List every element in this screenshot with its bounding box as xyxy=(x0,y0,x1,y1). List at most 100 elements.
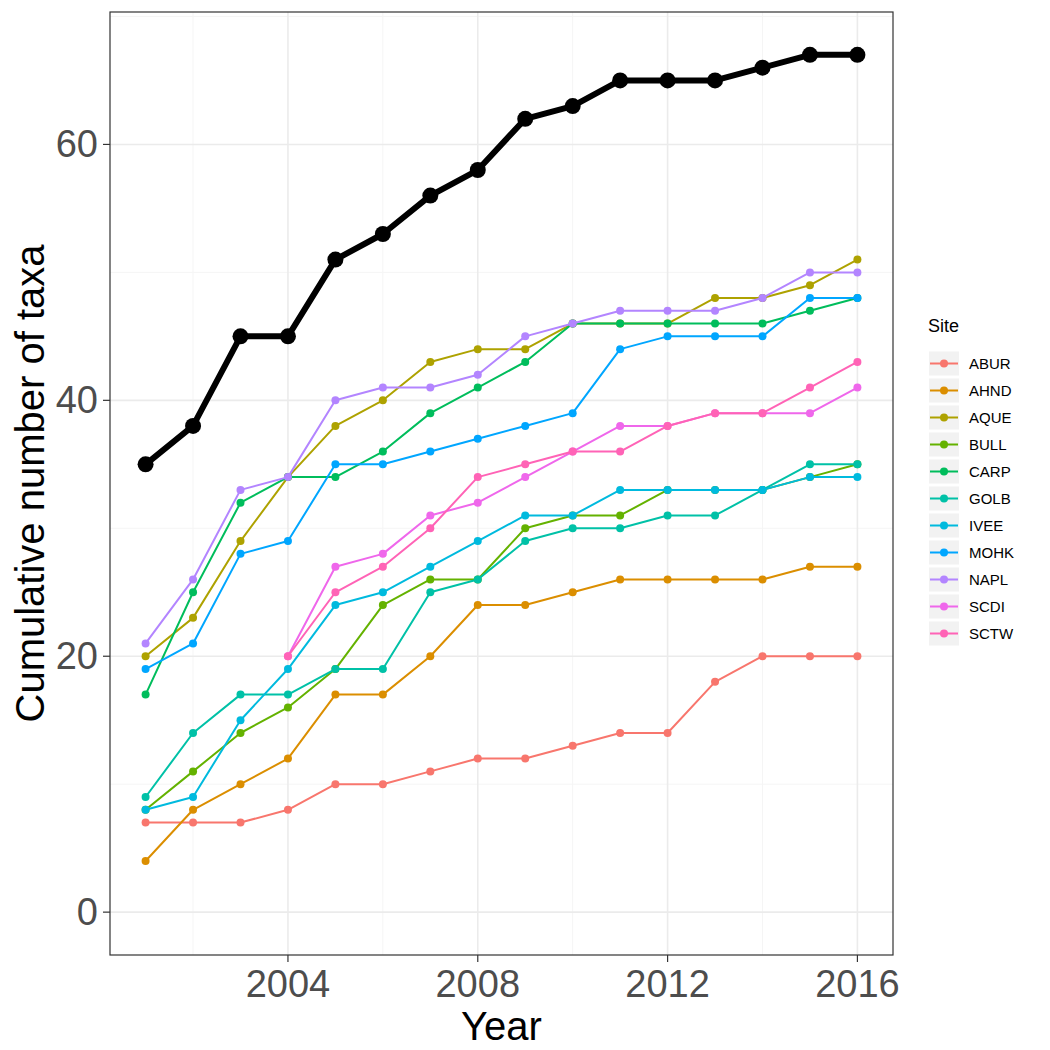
point xyxy=(853,294,861,302)
point xyxy=(711,409,719,417)
series-line xyxy=(288,362,857,656)
point xyxy=(853,460,861,468)
legend-key-point xyxy=(940,576,948,584)
point xyxy=(474,435,482,443)
tick-label: 2012 xyxy=(625,963,710,1005)
point xyxy=(237,691,245,699)
point xyxy=(517,111,533,127)
legend-label: GOLB xyxy=(969,490,1011,507)
point xyxy=(379,691,387,699)
point xyxy=(612,72,628,88)
point xyxy=(521,511,529,519)
point xyxy=(331,563,339,571)
series xyxy=(284,384,861,661)
point xyxy=(521,422,529,430)
legend-key-point xyxy=(940,468,948,476)
point xyxy=(426,358,434,366)
tick-label: 2016 xyxy=(815,963,900,1005)
point xyxy=(853,652,861,660)
legend-label: AQUE xyxy=(969,409,1012,426)
point xyxy=(711,486,719,494)
point xyxy=(189,806,197,814)
point xyxy=(142,639,150,647)
tick-label: 2004 xyxy=(246,963,331,1005)
point xyxy=(616,422,624,430)
legend-key-point xyxy=(940,360,948,368)
legend-label: BULL xyxy=(969,436,1007,453)
legend-label: CARP xyxy=(969,463,1011,480)
point xyxy=(426,448,434,456)
point xyxy=(806,473,814,481)
legend-key-bg xyxy=(929,352,959,376)
legend-label: MOHK xyxy=(969,544,1014,561)
point xyxy=(664,332,672,340)
series xyxy=(142,256,862,661)
legend-key-point xyxy=(940,603,948,611)
tick xyxy=(287,955,288,962)
point xyxy=(521,601,529,609)
grid-line xyxy=(857,12,859,955)
point xyxy=(331,691,339,699)
legend-key-point xyxy=(940,549,948,557)
point xyxy=(853,460,861,468)
point xyxy=(849,47,865,63)
point xyxy=(284,537,292,545)
point xyxy=(284,473,292,481)
point xyxy=(711,511,719,519)
point xyxy=(853,358,861,366)
point xyxy=(284,755,292,763)
point xyxy=(806,652,814,660)
point xyxy=(331,396,339,404)
legend-label: IVEE xyxy=(969,517,1003,534)
point xyxy=(711,678,719,686)
point xyxy=(664,320,672,328)
point xyxy=(616,729,624,737)
point xyxy=(806,460,814,468)
point xyxy=(616,320,624,328)
point xyxy=(426,767,434,775)
point xyxy=(327,252,343,268)
point xyxy=(755,60,771,76)
point xyxy=(237,780,245,788)
point xyxy=(664,307,672,315)
minor-grid-line xyxy=(382,12,383,955)
point xyxy=(233,328,249,344)
series-line xyxy=(146,656,858,822)
point xyxy=(664,575,672,583)
point xyxy=(660,72,676,88)
legend-key-bg xyxy=(929,460,959,484)
point xyxy=(759,320,767,328)
legend-label: AHND xyxy=(969,382,1012,399)
point xyxy=(616,575,624,583)
tick-label: 0 xyxy=(77,891,98,933)
minor-grid-line xyxy=(762,12,763,955)
series-line xyxy=(146,567,858,861)
point xyxy=(280,328,296,344)
tick xyxy=(857,955,858,962)
point xyxy=(375,226,391,242)
point xyxy=(379,563,387,571)
point xyxy=(759,652,767,660)
point xyxy=(521,460,529,468)
point xyxy=(379,665,387,673)
legend-key-point xyxy=(940,630,948,638)
grid-line xyxy=(667,12,669,955)
point xyxy=(379,780,387,788)
background xyxy=(0,0,1050,1050)
point xyxy=(142,806,150,814)
point xyxy=(237,486,245,494)
point xyxy=(331,665,339,673)
legend-key-point xyxy=(940,522,948,530)
point xyxy=(521,524,529,532)
tick xyxy=(667,955,668,962)
series xyxy=(138,47,866,472)
point xyxy=(331,588,339,596)
point xyxy=(569,511,577,519)
point xyxy=(616,448,624,456)
legend-label: SCTW xyxy=(969,625,1014,642)
series xyxy=(142,460,862,801)
point xyxy=(521,358,529,366)
point xyxy=(470,162,486,178)
point xyxy=(189,588,197,596)
y-axis-label: Cumulative number of taxa xyxy=(8,244,52,723)
